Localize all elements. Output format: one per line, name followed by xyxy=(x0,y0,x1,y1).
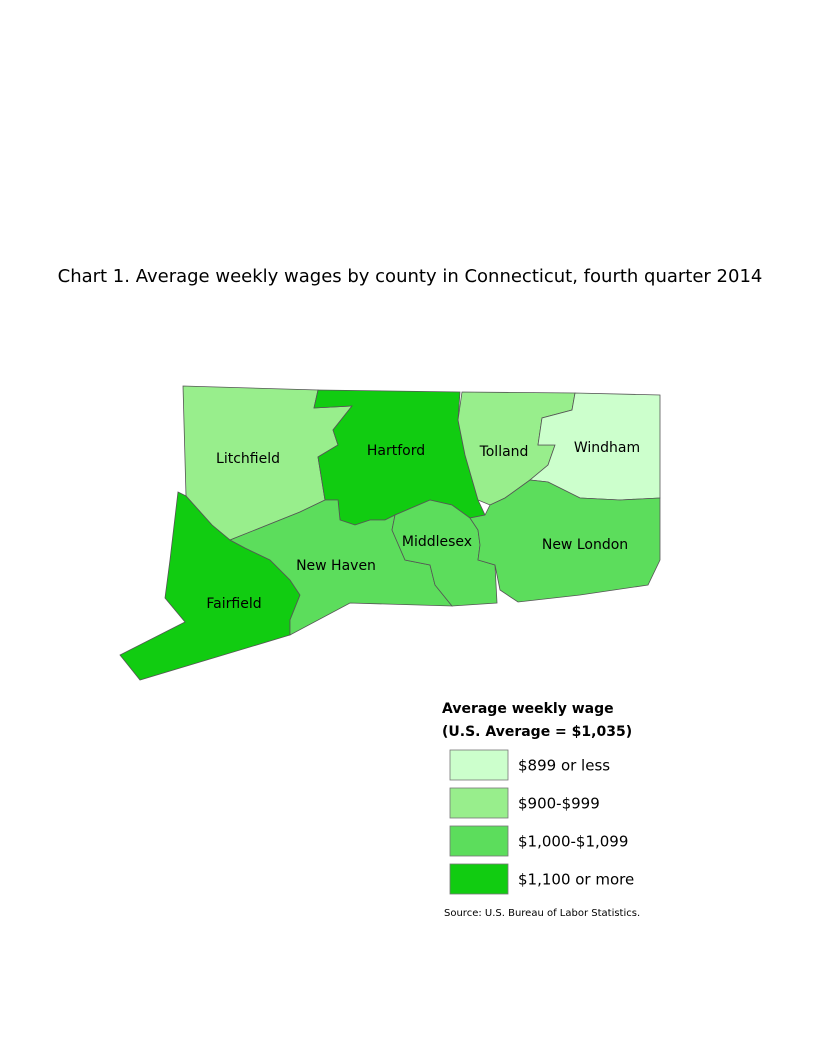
county-label: Fairfield xyxy=(206,596,261,612)
legend-label: $1,100 or more xyxy=(518,871,634,889)
county-label: Middlesex xyxy=(402,534,472,550)
legend-swatch xyxy=(449,863,509,895)
county-label: Litchfield xyxy=(216,451,280,467)
county-shape xyxy=(469,479,661,603)
legend-swatch xyxy=(449,825,509,857)
county-label: New London xyxy=(542,537,628,553)
legend: $899 or less $900-$999 $1,000-$1,099 $1,100… xyxy=(449,749,634,895)
legend-title: Average weekly wage xyxy=(442,701,614,717)
county-label: Tolland xyxy=(479,444,529,460)
legend-swatch xyxy=(449,787,509,819)
legend-label: $900-$999 xyxy=(518,795,600,813)
legend-swatch xyxy=(449,749,509,781)
legend-label: $899 or less xyxy=(518,757,610,775)
legend-title: (U.S. Average = $1,035) xyxy=(442,724,632,740)
map-title: Chart 1. Average weekly wages by county … xyxy=(58,266,763,287)
county-label: New Haven xyxy=(296,558,376,574)
source-note: Source: U.S. Bureau of Labor Statistics. xyxy=(444,908,640,919)
county-label: Hartford xyxy=(367,443,425,459)
county-label: Windham xyxy=(574,440,640,456)
legend-label: $1,000-$1,099 xyxy=(518,833,628,851)
